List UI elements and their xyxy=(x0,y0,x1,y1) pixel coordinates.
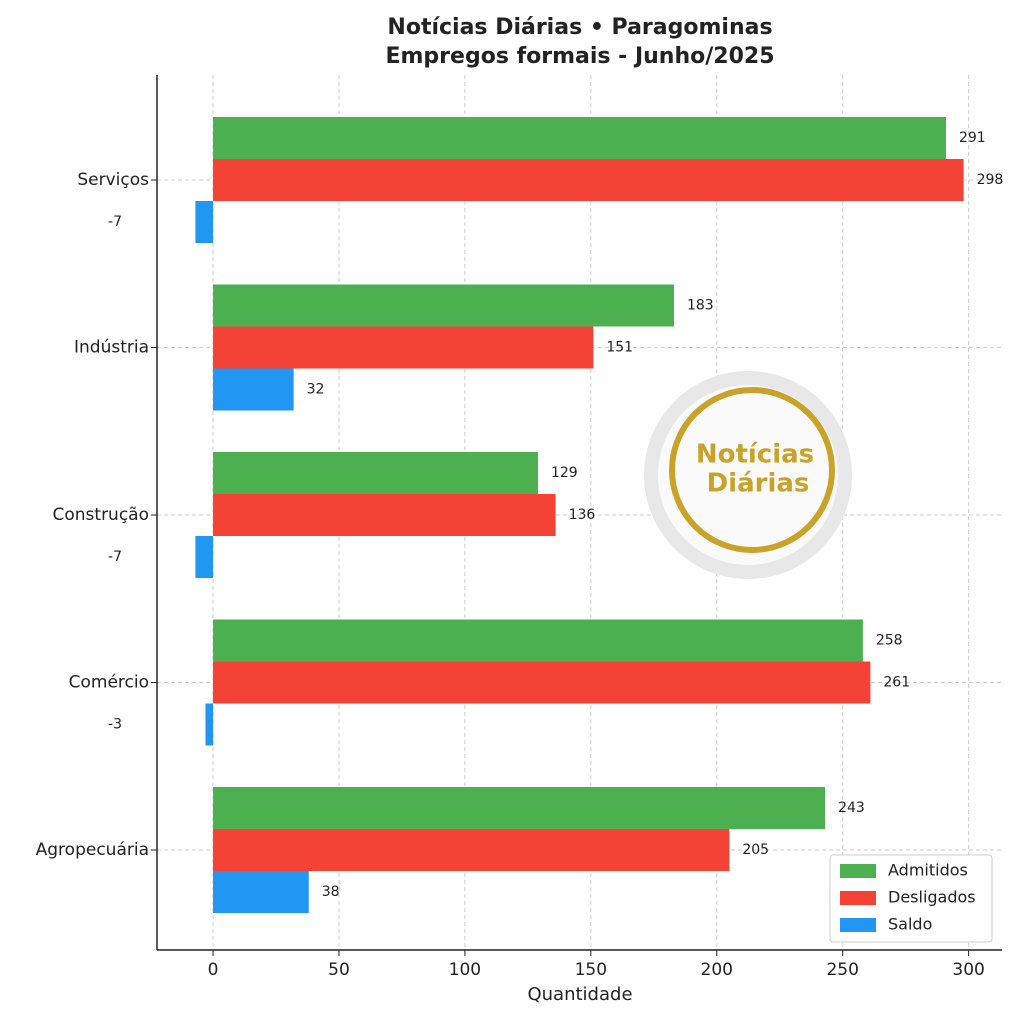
value-label: 38 xyxy=(322,884,340,900)
value-label: 32 xyxy=(307,382,325,398)
x-tick-label: 250 xyxy=(826,960,858,980)
value-label: 243 xyxy=(838,800,865,816)
bar xyxy=(213,452,538,494)
value-label: 205 xyxy=(742,842,769,858)
bar xyxy=(213,159,964,201)
bar xyxy=(195,201,214,243)
value-label: 258 xyxy=(876,633,903,649)
value-label: 291 xyxy=(959,130,986,146)
logo-text: Diárias xyxy=(707,469,810,499)
x-axis-label: Quantidade xyxy=(527,984,632,1005)
y-tick-label: Serviços xyxy=(77,170,149,190)
logo-text: Notícias xyxy=(696,440,814,470)
legend-label: Admitidos xyxy=(888,861,968,880)
y-tick-label: Indústria xyxy=(74,338,149,358)
value-label: -7 xyxy=(108,214,122,230)
bar xyxy=(213,284,674,327)
value-label: -3 xyxy=(108,717,122,733)
bar xyxy=(213,787,826,829)
value-label: 261 xyxy=(883,675,910,691)
bar xyxy=(195,536,214,578)
value-label: 129 xyxy=(551,465,578,481)
value-label: 298 xyxy=(977,172,1004,188)
x-tick-label: 50 xyxy=(328,960,350,980)
y-tick-label: Construção xyxy=(53,505,150,525)
value-label: 136 xyxy=(569,507,596,523)
logo-disc xyxy=(658,385,838,565)
chart-title: Notícias Diárias • Paragominas xyxy=(387,15,772,40)
legend-swatch xyxy=(840,891,876,905)
legend-label: Desligados xyxy=(888,888,976,907)
bar xyxy=(213,871,309,913)
bar xyxy=(213,829,730,871)
bar xyxy=(205,703,214,746)
logo: Notícias Diárias xyxy=(644,371,852,579)
value-label: 151 xyxy=(606,340,633,356)
x-tick-label: 100 xyxy=(449,960,481,980)
chart-subtitle: Empregos formais - Junho/2025 xyxy=(385,44,774,69)
x-tick-label: 300 xyxy=(952,960,984,980)
value-label: 183 xyxy=(687,298,714,314)
legend-swatch xyxy=(840,918,876,932)
y-tick-label: Agropecuária xyxy=(36,840,149,860)
legend-label: Saldo xyxy=(888,915,932,934)
x-tick-label: 200 xyxy=(701,960,733,980)
x-tick-label: 150 xyxy=(575,960,607,980)
bar xyxy=(213,368,294,411)
legend-swatch xyxy=(840,864,876,878)
logo-gold-ring xyxy=(669,387,835,553)
bar xyxy=(213,117,946,159)
x-tick-label: 0 xyxy=(208,960,219,980)
bar xyxy=(213,326,594,369)
y-tick-label: Comércio xyxy=(69,673,149,693)
value-label: -7 xyxy=(108,549,122,565)
bar xyxy=(213,661,871,704)
bar xyxy=(213,619,863,662)
bar xyxy=(213,494,556,536)
